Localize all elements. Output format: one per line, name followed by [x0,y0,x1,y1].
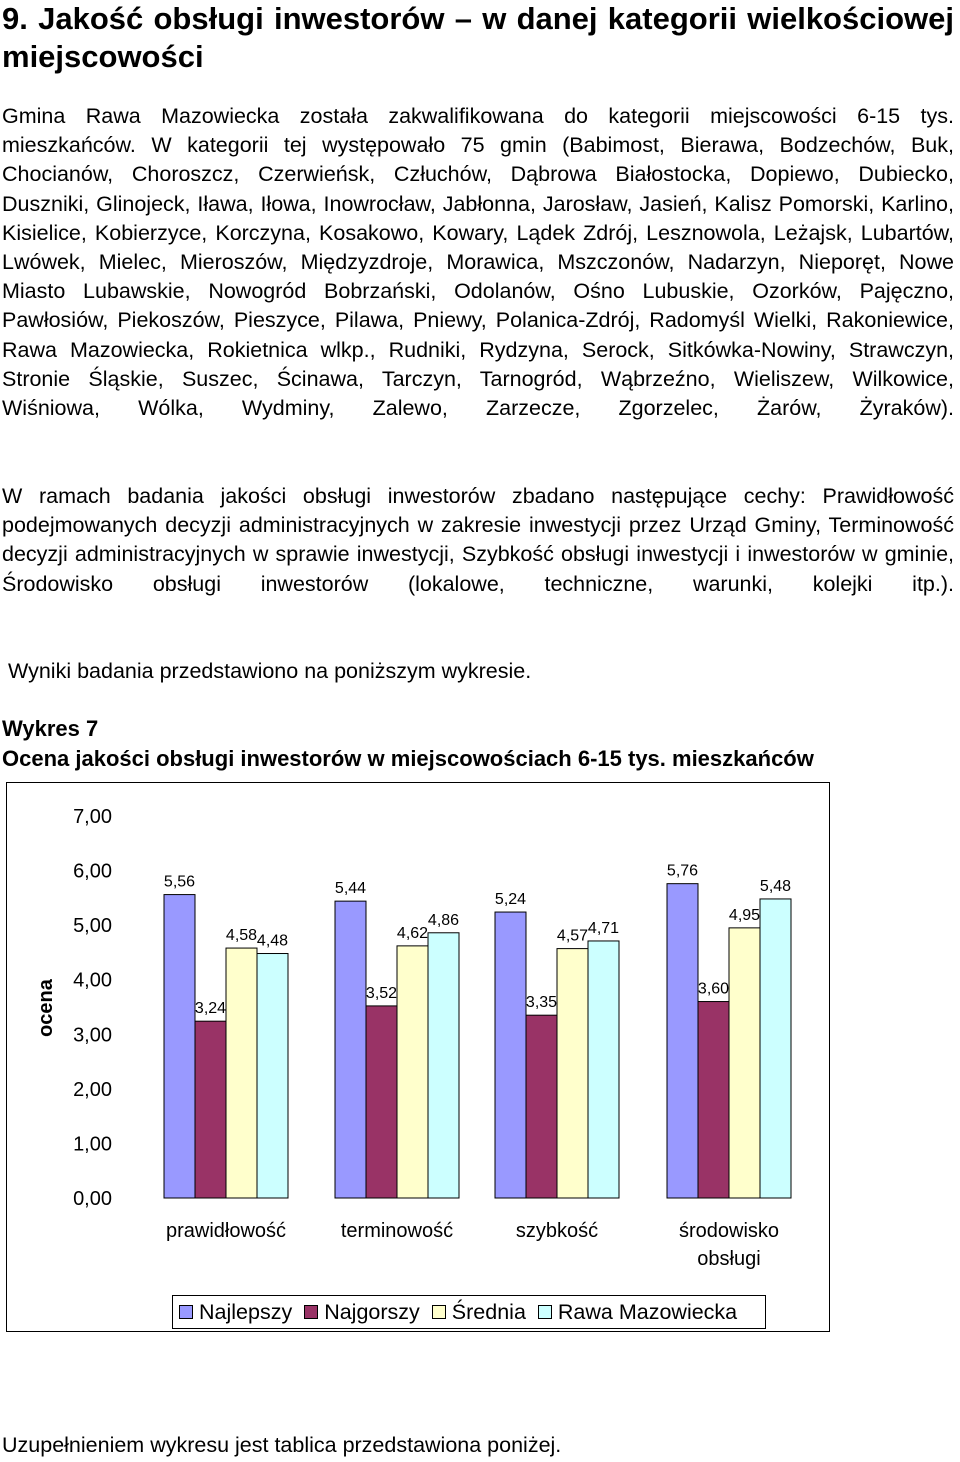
bar-0-2 [494,911,527,1199]
y-tick-label: 3,00 [73,1024,112,1046]
section-heading: 9. Jakość obsługi inwestorów – w danej k… [2,1,954,74]
data-label: 5,48 [760,878,791,895]
bar-2-1 [396,945,429,1199]
x-tick-label: obsługi [697,1248,760,1270]
y-tick-label: 4,00 [73,970,112,992]
figure-title: Ocena jakości obsługi inwestorów w miejs… [2,746,814,771]
legend-item-rawa: Rawa Mazowiecka [537,1299,738,1325]
y-tick-label: 0,00 [73,1188,112,1210]
legend-label: Średnia [451,1299,526,1324]
bar-3-3 [759,898,792,1199]
legend-swatch [304,1305,319,1319]
data-label: 4,86 [428,912,459,929]
y-tick-label: 7,00 [73,806,112,828]
bar-0-1 [334,900,367,1199]
bar-3-1 [427,932,460,1199]
y-tick-label: 6,00 [73,861,112,883]
data-label: 5,24 [495,891,526,908]
data-label: 4,58 [226,927,257,944]
legend-swatch [537,1305,552,1319]
bar-3-2 [587,940,620,1199]
data-label: 3,24 [195,1000,226,1017]
bar-0-0 [163,894,196,1199]
legend-item-najgorszy: Najgorszy [304,1300,420,1325]
legend-swatch [179,1305,193,1319]
data-label: 3,52 [366,985,397,1002]
bar-1-0 [194,1020,227,1199]
legend-item-srednia: Średnia [431,1299,526,1325]
footer-text: Uzupełnieniem wykresu jest tablica przed… [2,1433,562,1457]
bar-1-1 [365,1005,398,1199]
legend-item-najlepszy: Najlepszy [179,1300,292,1325]
x-tick-label: szybkość [516,1220,598,1242]
x-tick-label: prawidłowość [166,1220,286,1242]
bar-0-3 [666,883,699,1199]
bar-2-0 [225,947,258,1199]
intro-paragraph: Gmina Rawa Mazowiecka została zakwalifik… [2,104,954,421]
data-label: 4,95 [729,907,760,924]
data-label: 4,48 [257,933,288,950]
bar-2-3 [728,927,761,1199]
chart-legend: Najlepszy Najgorszy Średnia Rawa Mazowie… [172,1295,766,1329]
data-label: 3,35 [526,994,557,1011]
y-tick-label: 1,00 [73,1133,112,1155]
legend-label: Rawa Mazowiecka [557,1299,738,1324]
bar-1-2 [525,1014,558,1199]
y-tick-label: 2,00 [73,1079,112,1101]
results-intro: Wyniki badania przedstawiono na poniższy… [8,659,532,683]
figure-number: Wykres 7 [2,716,99,741]
data-label: 5,76 [667,863,698,880]
data-label: 5,56 [164,874,195,891]
data-label: 5,44 [335,880,366,897]
legend-swatch [431,1305,446,1319]
legend-label: Najgorszy [324,1299,420,1324]
bar-2-2 [556,948,589,1199]
criteria-paragraph: W ramach badania jakości obsługi inwesto… [2,484,954,596]
y-tick-label: 5,00 [73,915,112,937]
bar-1-3 [697,1001,730,1199]
x-tick-label: środowisko [679,1220,779,1242]
data-label: 3,60 [698,981,729,998]
data-label: 4,71 [588,920,619,937]
data-label: 4,57 [557,928,588,945]
legend-label: Najlepszy [199,1299,293,1324]
y-axis-label: ocena [35,978,57,1037]
bar-3-0 [256,953,289,1199]
bar-chart: 0,00 1,00 2,00 3,00 4,00 5,00 6,00 7,00 ocena 5,5… [35,806,792,1270]
x-tick-label: terminowość [341,1220,453,1242]
data-label: 4,62 [397,925,428,942]
